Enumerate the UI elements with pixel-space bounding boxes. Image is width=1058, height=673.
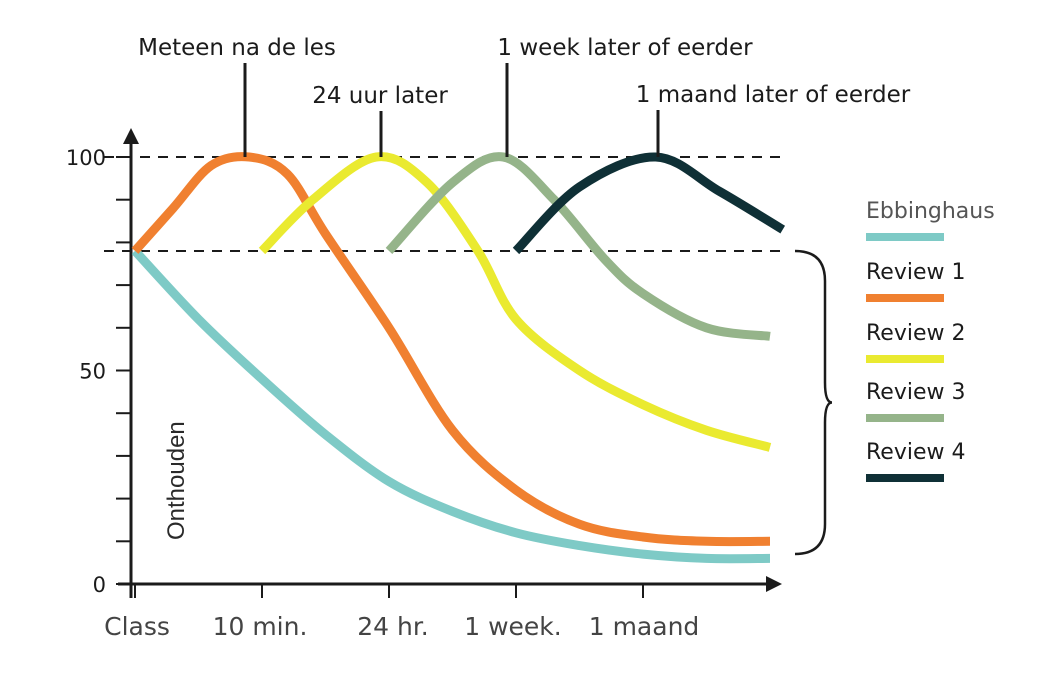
x-tick-label: 24 hr. bbox=[357, 612, 429, 641]
annotation-label: 24 uur later bbox=[312, 83, 448, 109]
series-line-review-3 bbox=[385, 152, 771, 341]
legend-label: Review 1 bbox=[866, 260, 965, 285]
reference-lines bbox=[104, 156, 833, 556]
y-tick-label: 100 bbox=[66, 146, 106, 170]
y-axis-label: Onthouden bbox=[163, 421, 190, 540]
y-tick-label: 0 bbox=[93, 573, 106, 597]
legend-label: Review 4 bbox=[866, 440, 965, 465]
legend-label: Review 2 bbox=[866, 321, 965, 346]
series-line-review-4 bbox=[512, 152, 786, 255]
x-tick-label: 10 min. bbox=[213, 612, 308, 641]
x-tick-label: 1 maand bbox=[589, 612, 700, 641]
legend-label: Ebbinghaus bbox=[866, 199, 995, 224]
annotation-label: 1 maand later of eerder bbox=[636, 82, 911, 108]
series-lines bbox=[131, 152, 786, 564]
series-line-ebbinghaus bbox=[131, 247, 771, 564]
x-axis-arrow bbox=[766, 576, 782, 592]
retention-brace bbox=[794, 249, 833, 556]
legend-label: Review 3 bbox=[866, 380, 965, 405]
annotations: Meteen na de les 24 uur later 1 week later… bbox=[138, 35, 911, 157]
series-line-review-1 bbox=[131, 152, 771, 547]
legend: Ebbinghaus Review 1 Review 2 Review 3 Review… bbox=[866, 199, 995, 482]
series-line-review-2 bbox=[258, 152, 772, 452]
x-tick-label: 1 week. bbox=[464, 612, 562, 641]
x-tick-label: Class bbox=[104, 612, 170, 641]
y-axis-arrow bbox=[123, 128, 139, 144]
y-tick-label: 50 bbox=[79, 360, 106, 384]
annotation-label: Meteen na de les bbox=[138, 35, 336, 61]
axes: 0 50 100 Class 10 min. 24 hr. 1 week. 1 maand bbox=[66, 128, 782, 641]
annotation-label: 1 week later of eerder bbox=[497, 35, 753, 61]
